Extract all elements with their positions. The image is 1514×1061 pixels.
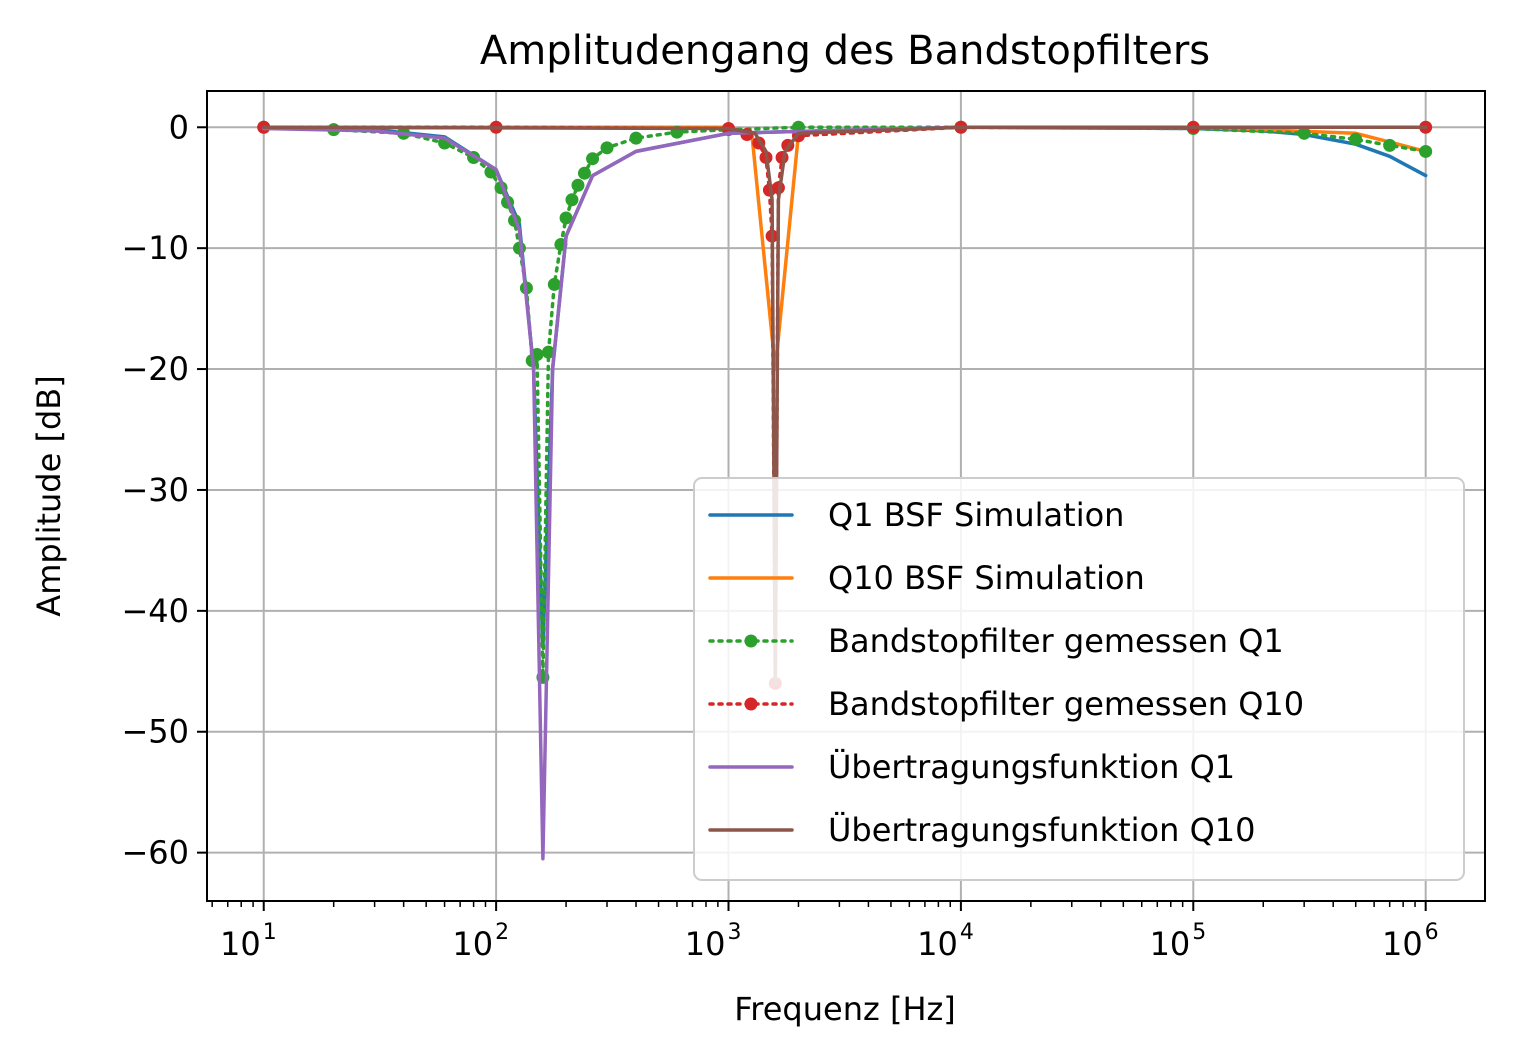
series-marker-2	[541, 345, 555, 359]
series-marker-2	[1419, 144, 1433, 158]
legend-box	[693, 477, 1465, 881]
y-tick-label: −10	[121, 229, 189, 267]
x-tick-exponent: 2	[495, 920, 509, 945]
x-tick-exponent: 3	[728, 920, 742, 945]
series-marker-2	[571, 178, 585, 192]
series-line-4	[261, 125, 1428, 861]
series-marker-2	[600, 141, 614, 155]
legend-label: Q10 BSF Simulation	[828, 559, 1145, 597]
x-tick-label: 10	[917, 925, 958, 963]
x-tick-label: 10	[1150, 925, 1191, 963]
series-marker-2	[559, 211, 573, 225]
legend: Q1 BSF Simulation Q10 BSF Simulation Bands…	[693, 477, 1465, 881]
series-marker-2	[1349, 132, 1363, 146]
x-tick-label: 10	[452, 925, 493, 963]
x-tick-exponent: 4	[960, 920, 974, 945]
series-marker-2	[586, 152, 600, 166]
series-layer	[257, 120, 1433, 861]
legend-label: Bandstopfilter gemessen Q1	[828, 622, 1284, 660]
y-tick-label: −50	[121, 713, 189, 751]
x-axis-label: Frequenz [Hz]	[734, 990, 956, 1028]
y-tick-label: −20	[121, 350, 189, 388]
legend-label: Bandstopfilter gemessen Q10	[828, 685, 1304, 723]
legend-marker-2	[744, 634, 758, 648]
series-marker-2	[1383, 138, 1397, 152]
series-marker-2	[577, 166, 591, 180]
x-tick-exponent: 6	[1425, 920, 1439, 945]
series-marker-2	[629, 131, 643, 145]
series-marker-2	[547, 277, 561, 291]
legend-marker-3	[744, 697, 758, 711]
x-tick-label: 10	[685, 925, 726, 963]
y-tick-label: −60	[121, 834, 189, 872]
x-tick-exponent: 5	[1192, 920, 1206, 945]
x-tick-label: 10	[220, 925, 261, 963]
chart-title: Amplitudengang des Bandstopfilters	[480, 28, 1210, 74]
y-tick-label: 0	[169, 108, 189, 146]
plot-frame	[206, 90, 1486, 902]
legend-label: Übertragungsfunktion Q10	[828, 811, 1255, 849]
ticks: 10 1 10 2 10 3 10 4 10 5 10 60−10−20−30−40−50−60	[121, 108, 1438, 963]
y-tick-label: −40	[121, 592, 189, 630]
x-tick-exponent: 1	[263, 920, 277, 945]
x-tick-label: 10	[1382, 925, 1423, 963]
series-marker-2	[565, 193, 579, 207]
y-axis-label: Amplitude [dB]	[30, 375, 68, 616]
legend-label: Q1 BSF Simulation	[828, 496, 1124, 534]
y-tick-label: −30	[121, 471, 189, 509]
legend-label: Übertragungsfunktion Q1	[828, 748, 1235, 786]
series-marker-2	[1297, 126, 1311, 140]
